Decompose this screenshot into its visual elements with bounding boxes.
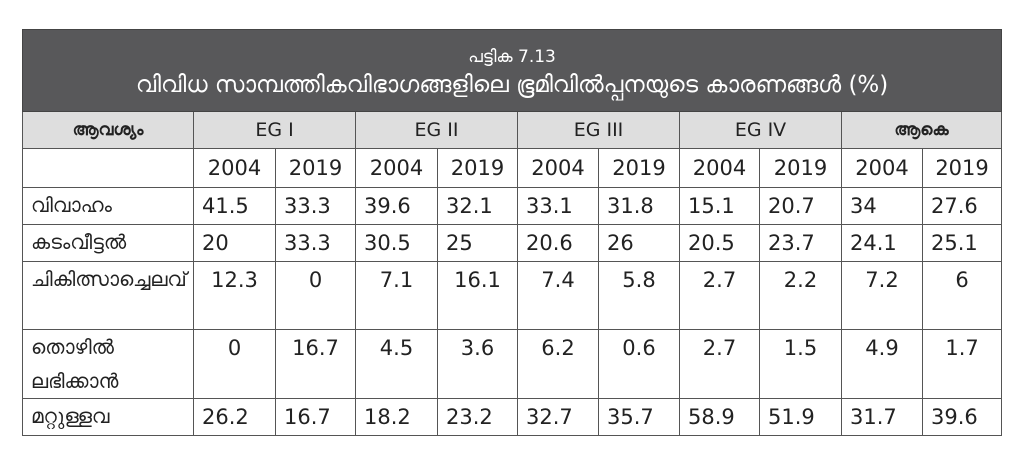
table-cell: 23.7 xyxy=(759,224,842,262)
table-cell: 20.6 xyxy=(517,224,599,262)
table-cell: 32.7 xyxy=(517,398,599,436)
year-header: 2004 xyxy=(679,148,760,188)
table-caption: പട്ടിക 7.13 വിവിധ സാമ്പത്തികവിഭാഗങ്ങളിലെ… xyxy=(21,29,1003,112)
table-cell: 39.6 xyxy=(355,187,438,225)
year-header: 2019 xyxy=(759,148,842,188)
table-cell: 5.8 xyxy=(598,261,680,330)
group-header-eg2: EG II xyxy=(355,111,518,149)
table-cell: 1.5 xyxy=(759,329,842,399)
table-cell: 23.2 xyxy=(437,398,518,436)
row-label: വിവാഹം xyxy=(22,187,194,225)
table-cell: 20.5 xyxy=(679,224,760,262)
caption-row: പട്ടിക 7.13 വിവിധ സാമ്പത്തികവിഭാഗങ്ങളിലെ… xyxy=(21,29,1003,112)
table-cell: 2.2 xyxy=(759,261,842,330)
year-header: 2004 xyxy=(193,148,276,188)
table-cell: 31.7 xyxy=(841,398,923,436)
table-cell: 3.6 xyxy=(437,329,518,399)
table-cell: 34 xyxy=(841,187,923,225)
table-cell: 25.1 xyxy=(921,224,1003,262)
year-header: 2004 xyxy=(355,148,438,188)
table-cell: 58.9 xyxy=(679,398,760,436)
table-cell: 27.6 xyxy=(921,187,1003,225)
table-cell: 7.2 xyxy=(841,261,923,330)
table-cell: 12.3 xyxy=(193,261,276,330)
table-row-medical: ചികിത്സാച്ചെലവ് 12.3 0 7.1 16.1 7.4 5.8 … xyxy=(22,261,1003,330)
group-header-total: ആകെ xyxy=(840,111,1003,149)
group-header-eg3: EG III xyxy=(517,111,680,149)
group-header-eg4: EG IV xyxy=(679,111,842,149)
row-header-label: ആവശ്യം xyxy=(22,111,194,149)
row-label: ചികിത്സാച്ചെലവ് xyxy=(22,261,194,330)
group-header-row: ആവശ്യം EG I EG II EG III EG IV ആകെ xyxy=(22,111,1003,149)
land-sale-reasons-table: പട്ടിക 7.13 വിവിധ സാമ്പത്തികവിഭാഗങ്ങളിലെ… xyxy=(21,29,1003,436)
year-header: 2019 xyxy=(437,148,518,188)
table-cell: 4.9 xyxy=(841,329,923,399)
table-cell: 33.3 xyxy=(275,224,356,262)
table-cell: 18.2 xyxy=(355,398,438,436)
table-row-employment: തൊഴിൽ ലഭിക്കാൻ 0 16.7 4.5 3.6 6.2 0.6 2.… xyxy=(22,329,1003,399)
table-cell: 6.2 xyxy=(517,329,599,399)
table-title: വിവിധ സാമ്പത്തികവിഭാഗങ്ങളിലെ ഭൂമിവിൽപ്പന… xyxy=(135,71,889,98)
table-row-marriage: വിവാഹം 41.5 33.3 39.6 32.1 33.1 31.8 15.… xyxy=(22,187,1003,225)
group-header-eg1: EG I xyxy=(193,111,356,149)
year-header: 2019 xyxy=(275,148,356,188)
table-cell: 4.5 xyxy=(355,329,438,399)
table-cell: 7.1 xyxy=(355,261,438,330)
table-cell: 20.7 xyxy=(759,187,842,225)
year-header: 2004 xyxy=(841,148,923,188)
table-cell: 0.6 xyxy=(598,329,680,399)
table-cell: 16.7 xyxy=(275,329,356,399)
table-cell: 51.9 xyxy=(759,398,842,436)
table-cell: 0 xyxy=(275,261,356,330)
year-header: 2019 xyxy=(598,148,680,188)
table-cell: 16.7 xyxy=(275,398,356,436)
table-cell: 31.8 xyxy=(598,187,680,225)
table-cell: 26.2 xyxy=(193,398,276,436)
table-cell: 24.1 xyxy=(841,224,923,262)
row-label: മറ്റുള്ളവ xyxy=(22,398,194,436)
empty-cell xyxy=(22,148,194,188)
table-cell: 7.4 xyxy=(517,261,599,330)
table-cell: 16.1 xyxy=(437,261,518,330)
table-row-others: മറ്റുള്ളവ 26.2 16.7 18.2 23.2 32.7 35.7 … xyxy=(22,398,1003,436)
year-header: 2004 xyxy=(517,148,599,188)
table-number: പട്ടിക 7.13 xyxy=(468,46,556,67)
table-cell: 25 xyxy=(437,224,518,262)
table-cell: 33.3 xyxy=(275,187,356,225)
table-cell: 0 xyxy=(193,329,276,399)
table-cell: 2.7 xyxy=(679,329,760,399)
table-row-debt: കടംവീട്ടൽ 20 33.3 30.5 25 20.6 26 20.5 2… xyxy=(22,224,1003,262)
table-cell: 33.1 xyxy=(517,187,599,225)
row-label: തൊഴിൽ ലഭിക്കാൻ xyxy=(22,329,194,399)
row-label: കടംവീട്ടൽ xyxy=(22,224,194,262)
table-cell: 2.7 xyxy=(679,261,760,330)
table-cell: 41.5 xyxy=(193,187,276,225)
table-cell: 32.1 xyxy=(437,187,518,225)
table-cell: 26 xyxy=(598,224,680,262)
year-header: 2019 xyxy=(921,148,1003,188)
table-cell: 15.1 xyxy=(679,187,760,225)
table-cell: 35.7 xyxy=(598,398,680,436)
table-cell: 39.6 xyxy=(921,398,1003,436)
table-cell: 1.7 xyxy=(921,329,1003,399)
table-cell: 20 xyxy=(193,224,276,262)
table-cell: 6 xyxy=(921,261,1003,330)
table-cell: 30.5 xyxy=(355,224,438,262)
year-header-row: 2004 2019 2004 2019 2004 2019 2004 2019 … xyxy=(22,148,1003,188)
